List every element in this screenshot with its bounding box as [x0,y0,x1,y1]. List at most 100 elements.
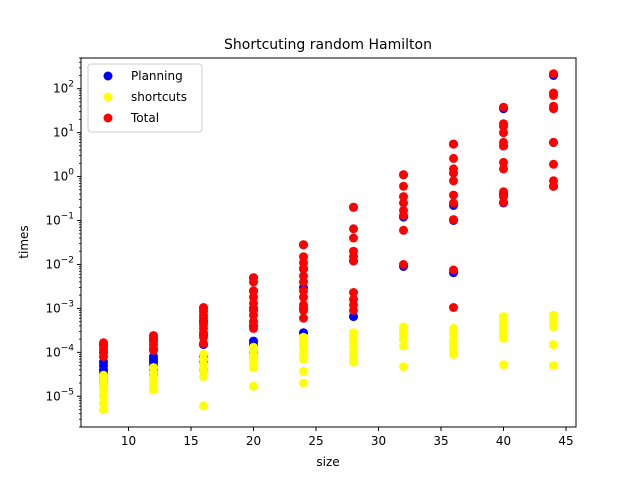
point-planning-36 [349,312,358,322]
plot-frame [80,57,577,428]
legend-marker-shortcuts [103,92,113,102]
x-tick-label-45: 45 [558,434,573,448]
point-total-50 [399,260,408,269]
point-total-25 [249,292,258,302]
point-shortcuts-47 [399,322,408,332]
point-shortcuts-34 [299,332,308,342]
x-axis-label: size [316,455,339,469]
point-shortcuts-53 [449,323,458,333]
point-shortcuts-60 [499,312,508,322]
point-total-20 [249,323,258,333]
point-total-65 [449,164,458,174]
x-tick-label-20: 20 [246,434,261,448]
point-total-53 [399,205,408,215]
point-total-74 [499,137,508,147]
point-total-3 [99,338,108,348]
x-tick-label-25: 25 [308,434,323,448]
point-total-51 [399,225,408,235]
point-total-26 [249,286,258,296]
point-total-32 [299,292,308,302]
point-total-84 [549,101,558,111]
legend-marker-total [103,113,113,123]
point-total-66 [449,153,458,163]
point-shortcuts-66 [549,310,558,320]
point-shortcuts-0 [99,405,108,414]
point-total-81 [549,159,558,169]
legend-box [87,63,203,133]
y-tick-label-7: 102 [53,80,74,96]
point-total-38 [299,252,308,262]
point-total-21 [249,317,258,327]
point-total-61 [449,198,458,208]
x-tick-label-30: 30 [371,434,386,448]
point-total-42 [349,294,358,304]
y-tick-label-0: 10−5 [45,387,74,403]
y-tick-label-2: 10−3 [45,299,74,315]
y-tick-label-6: 101 [53,124,74,140]
point-total-35 [299,271,308,281]
point-total-54 [399,198,408,208]
point-shortcuts-14 [199,401,208,411]
point-total-80 [549,176,558,186]
point-total-86 [549,88,558,98]
point-total-82 [549,137,558,147]
point-total-71 [499,164,508,174]
legend-marker-planning [103,71,113,81]
point-planning-26 [249,336,258,346]
point-shortcuts-15 [199,372,208,382]
point-total-75 [499,128,508,138]
point-shortcuts-28 [299,366,308,376]
point-shortcuts-37 [349,347,358,357]
data-points [99,69,558,414]
point-total-46 [349,246,358,256]
point-total-72 [499,157,508,167]
point-total-18 [199,303,208,312]
point-total-77 [499,119,508,129]
point-shortcuts-51 [449,336,458,346]
point-total-62 [449,190,458,200]
point-shortcuts-20 [249,381,258,391]
point-total-57 [399,170,408,180]
point-total-67 [449,139,458,149]
point-total-58 [449,303,458,312]
point-total-63 [449,176,458,186]
x-tick-label-15: 15 [183,434,198,448]
legend: Planning shortcuts Total [87,63,203,133]
legend-label-shortcuts: shortcuts [131,90,187,104]
point-total-24 [249,298,258,308]
point-shortcuts-1 [99,398,108,408]
point-shortcuts-19 [199,349,208,359]
y-tick-label-4: 10−1 [45,212,74,228]
legend-label-planning: Planning [131,69,183,83]
series-shortcuts [99,310,558,414]
point-shortcuts-41 [349,328,358,338]
legend-label-total: Total [130,111,159,125]
point-total-43 [349,288,358,297]
point-shortcuts-7 [99,370,108,380]
point-total-33 [299,286,308,296]
point-total-23 [249,305,258,315]
y-axis-label: times [17,225,31,258]
point-total-60 [449,215,458,225]
point-shortcuts-27 [299,378,308,388]
x-tick-label-35: 35 [433,434,448,448]
point-shortcuts-26 [249,342,258,352]
point-total-48 [349,224,358,234]
point-total-4 [99,352,108,362]
y-tick-label-1: 10−4 [45,343,74,359]
x-tick-label-10: 10 [121,434,136,448]
chart-title: Shortcuting random Hamilton [224,37,432,53]
point-total-49 [349,202,358,212]
point-total-87 [549,69,558,79]
point-total-19 [199,338,208,348]
point-shortcuts-43 [399,341,408,351]
point-total-78 [499,102,508,112]
point-total-47 [349,233,358,243]
y-tick-label-5: 100 [53,168,74,184]
point-shortcuts-42 [399,362,408,372]
point-total-59 [449,265,458,275]
point-shortcuts-62 [549,340,558,350]
point-total-55 [399,192,408,202]
x-tick-label-40: 40 [496,434,511,448]
